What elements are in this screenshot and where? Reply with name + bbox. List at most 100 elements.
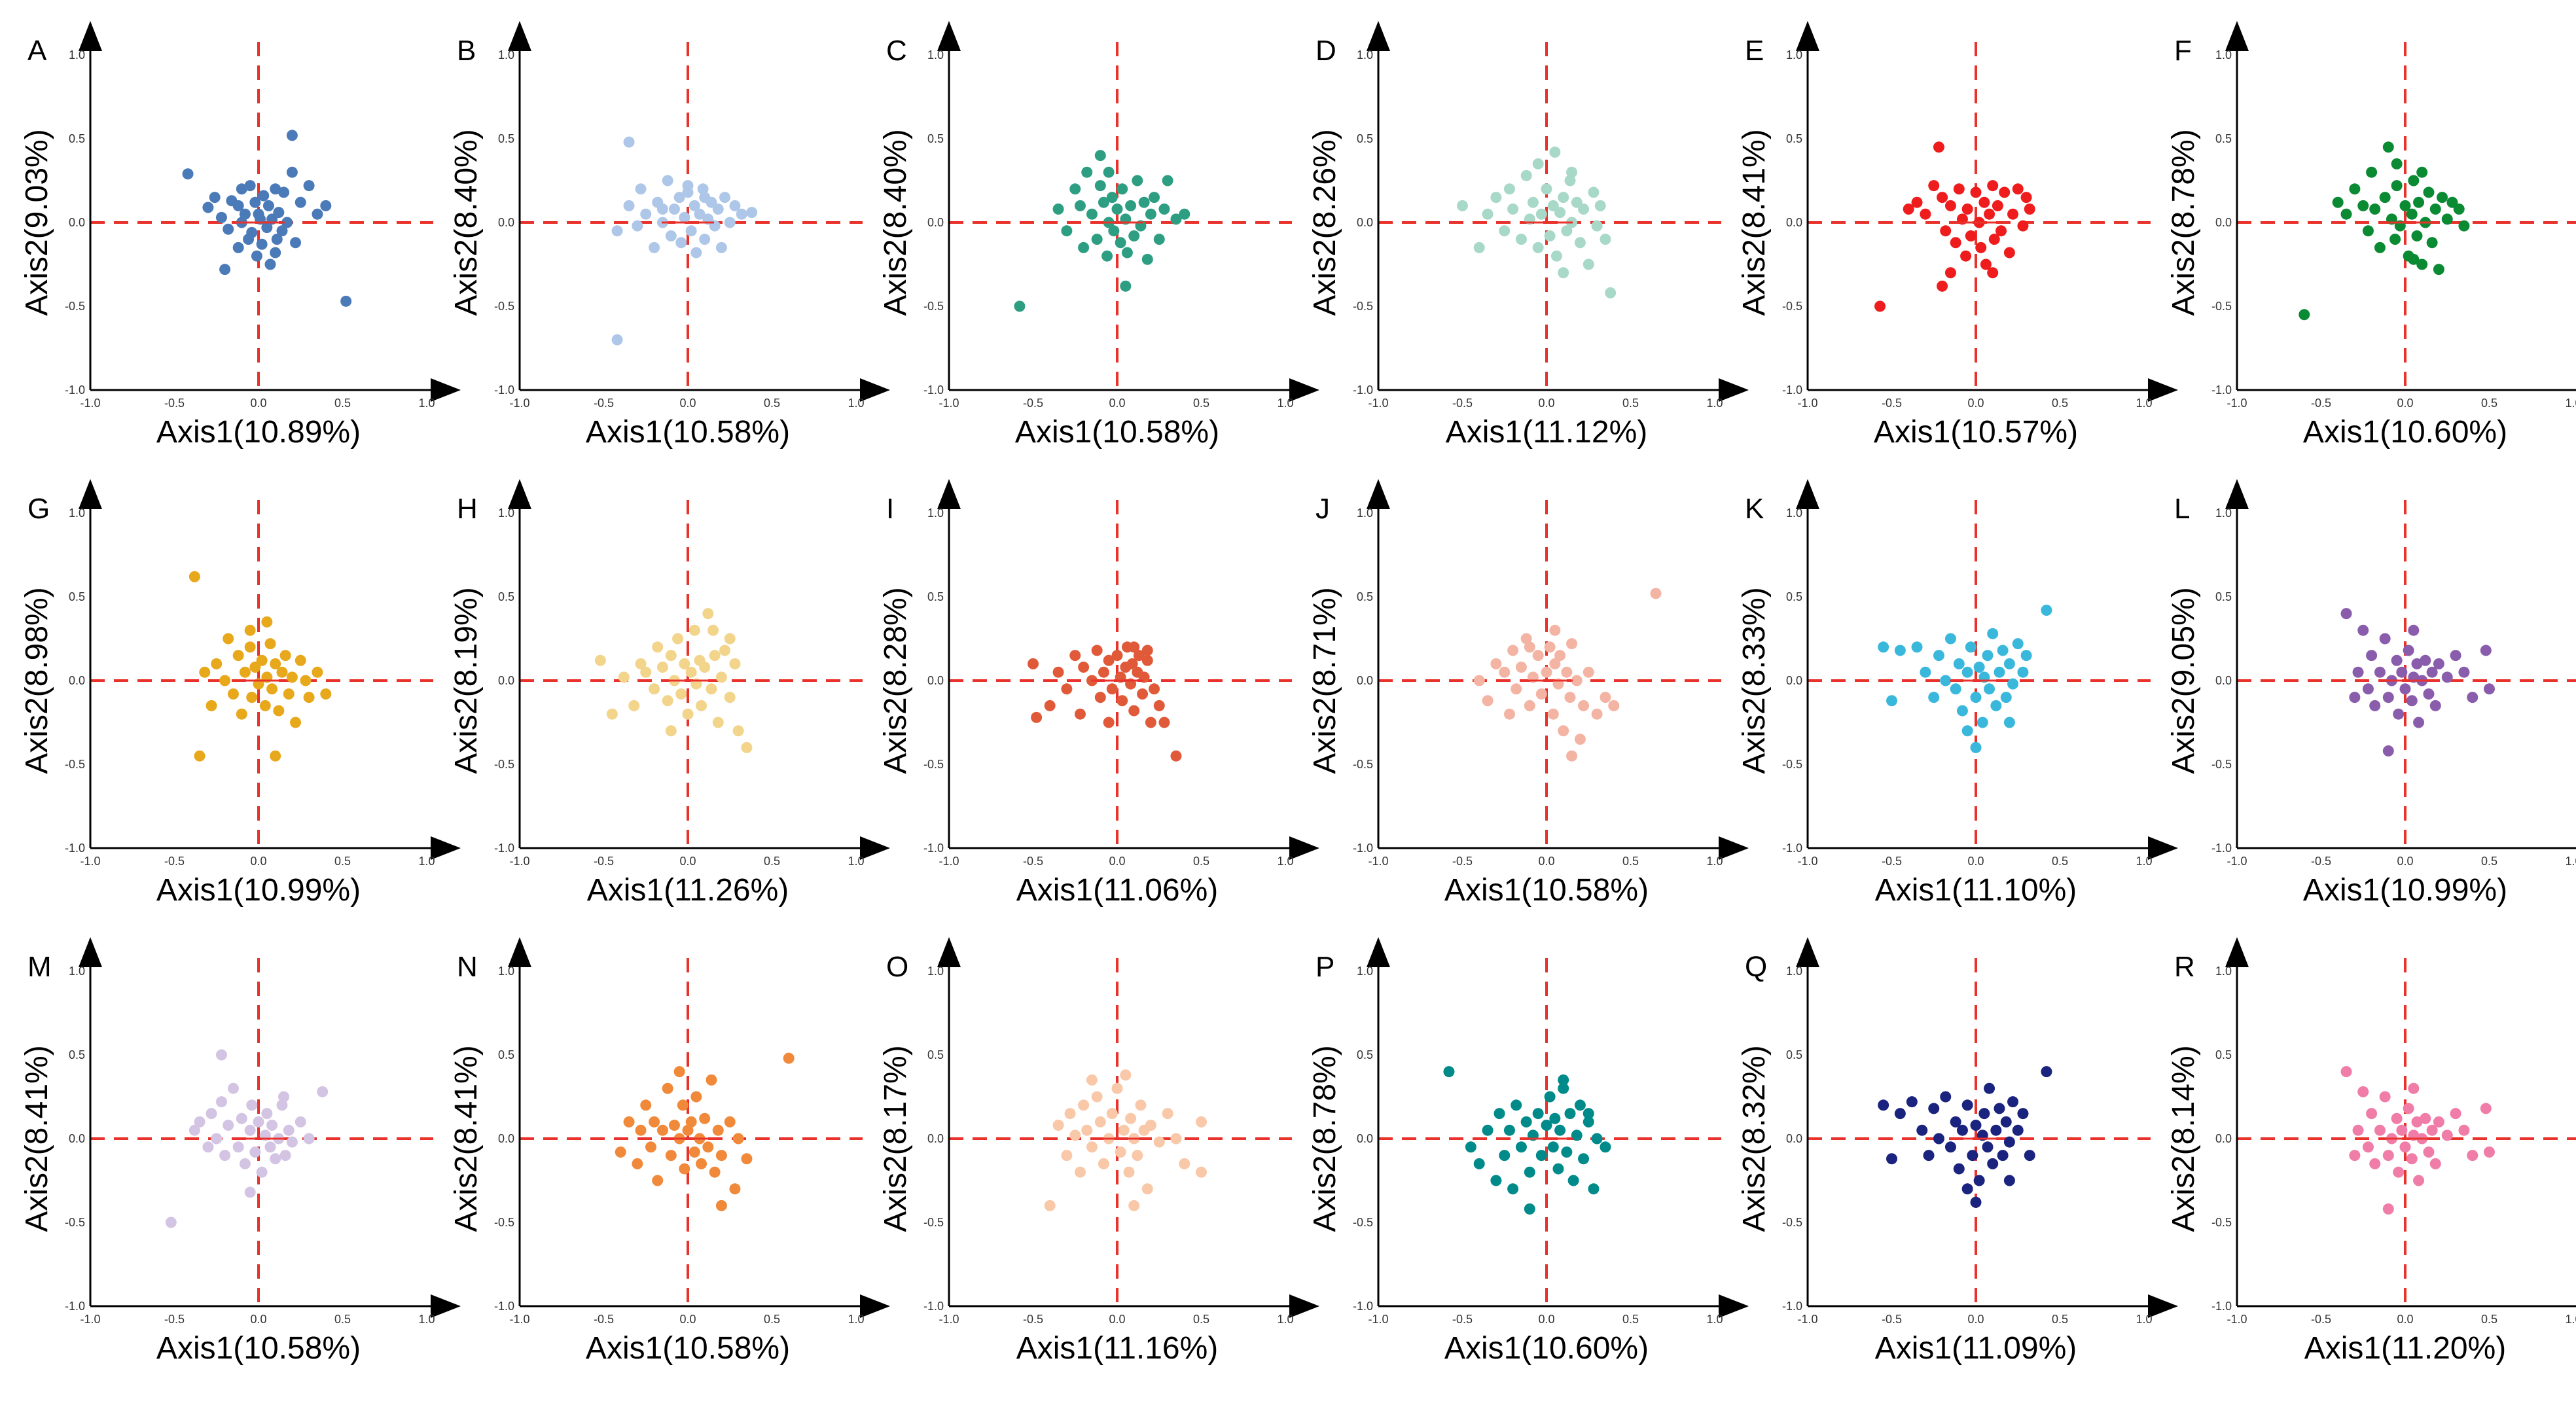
y-tick-label: 0.5 bbox=[69, 1048, 85, 1061]
data-point bbox=[1535, 1150, 1547, 1162]
data-point bbox=[2411, 658, 2423, 669]
data-point bbox=[1591, 708, 1603, 720]
data-point bbox=[1069, 1129, 1081, 1141]
data-point bbox=[1984, 208, 1995, 220]
x-tick-label: 0.0 bbox=[1967, 397, 1984, 410]
x-tick-label: 1.0 bbox=[418, 855, 435, 868]
data-point bbox=[2441, 213, 2453, 225]
data-point bbox=[251, 250, 262, 262]
data-point bbox=[699, 1112, 711, 1124]
data-point bbox=[278, 1091, 290, 1103]
data-point bbox=[1115, 237, 1126, 249]
data-point bbox=[2396, 666, 2408, 678]
data-point bbox=[290, 717, 302, 728]
data-point bbox=[677, 1099, 689, 1111]
data-point bbox=[1923, 1150, 1935, 1162]
data-point bbox=[1515, 234, 1527, 245]
data-point bbox=[206, 1108, 217, 1120]
data-point bbox=[270, 658, 281, 669]
data-point bbox=[2357, 624, 2369, 636]
x-tick-label: 1.0 bbox=[1277, 397, 1293, 410]
y-axis-arrow-icon bbox=[937, 479, 961, 509]
data-point bbox=[1482, 208, 1494, 220]
y-axis-title: Axis2(8.41%) bbox=[1737, 129, 1772, 315]
data-point bbox=[1920, 666, 1931, 678]
data-point bbox=[286, 671, 298, 683]
data-point bbox=[1990, 700, 2002, 711]
data-point bbox=[1141, 1183, 1153, 1195]
data-point bbox=[1944, 633, 1956, 645]
x-tick-label: 0.0 bbox=[2397, 1313, 2413, 1326]
data-point bbox=[239, 208, 251, 220]
data-point bbox=[1999, 187, 2011, 198]
data-point bbox=[668, 1120, 680, 1131]
y-axis-title: Axis2(8.19%) bbox=[449, 587, 484, 773]
data-point bbox=[668, 204, 680, 215]
data-point bbox=[623, 1116, 635, 1128]
data-point bbox=[283, 1124, 295, 1136]
y-tick-label: -0.5 bbox=[494, 758, 514, 771]
y-tick-label: 0.0 bbox=[69, 1132, 85, 1145]
data-point bbox=[232, 241, 244, 253]
y-axis-arrow-icon bbox=[508, 937, 531, 967]
data-point bbox=[1132, 1150, 1143, 1162]
data-point bbox=[276, 225, 288, 237]
x-axis-arrow-icon bbox=[1719, 1294, 1749, 1318]
y-axis-title: Axis2(8.17%) bbox=[878, 1045, 913, 1232]
data-point bbox=[253, 1116, 264, 1128]
x-tick-label: 1.0 bbox=[2136, 855, 2152, 868]
data-point bbox=[1069, 650, 1081, 662]
data-point bbox=[2020, 650, 2032, 662]
data-point bbox=[715, 241, 727, 253]
data-point bbox=[1605, 287, 1617, 299]
data-point bbox=[1515, 1141, 1527, 1153]
data-point bbox=[2374, 666, 2386, 678]
y-tick-label: 0.5 bbox=[498, 1048, 514, 1061]
data-point bbox=[2413, 196, 2425, 208]
x-tick-label: -0.5 bbox=[1452, 855, 1473, 868]
x-tick-label: -0.5 bbox=[1882, 855, 1902, 868]
data-point bbox=[2012, 1124, 2024, 1136]
y-tick-label: -1.0 bbox=[923, 383, 944, 397]
data-point bbox=[1170, 1133, 1182, 1145]
data-point bbox=[1117, 183, 1128, 195]
data-point bbox=[270, 750, 281, 762]
data-point bbox=[2349, 692, 2361, 703]
data-point bbox=[1558, 1082, 1569, 1094]
y-tick-label: -1.0 bbox=[923, 842, 944, 855]
y-tick-label: 0.0 bbox=[69, 674, 85, 687]
data-point bbox=[1937, 192, 1948, 204]
x-axis-arrow-icon bbox=[2148, 836, 2178, 860]
data-point bbox=[261, 222, 273, 234]
data-point bbox=[696, 700, 707, 711]
data-point bbox=[1061, 683, 1073, 695]
data-point bbox=[244, 1124, 256, 1136]
y-tick-label: -0.5 bbox=[1353, 1216, 1373, 1229]
y-tick-label: 1.0 bbox=[2215, 507, 2232, 520]
data-point bbox=[1973, 1175, 1985, 1186]
data-point bbox=[1044, 700, 1056, 711]
panel-letter: C bbox=[886, 35, 907, 67]
data-point bbox=[2017, 1108, 2029, 1120]
data-point bbox=[729, 1183, 741, 1195]
y-tick-label: 1.0 bbox=[927, 48, 944, 62]
data-point bbox=[1158, 717, 1170, 728]
data-point bbox=[1911, 641, 1923, 653]
x-tick-label: 0.5 bbox=[1622, 397, 1639, 410]
x-tick-label: -0.5 bbox=[2311, 855, 2331, 868]
y-tick-label: -0.5 bbox=[1353, 300, 1373, 313]
data-point bbox=[1153, 234, 1165, 245]
data-point bbox=[715, 1200, 727, 1211]
y-axis-title: Axis2(8.28%) bbox=[878, 587, 913, 773]
x-tick-label: 0.0 bbox=[679, 1313, 696, 1326]
data-point bbox=[1591, 220, 1603, 232]
data-point bbox=[1544, 230, 1556, 241]
data-point bbox=[1994, 1103, 2005, 1114]
x-tick-label: 0.5 bbox=[2052, 397, 2068, 410]
data-point bbox=[215, 1049, 227, 1061]
data-point bbox=[1103, 166, 1115, 178]
data-point bbox=[1503, 183, 1515, 195]
data-point bbox=[690, 1091, 702, 1103]
data-point bbox=[2399, 1141, 2411, 1153]
